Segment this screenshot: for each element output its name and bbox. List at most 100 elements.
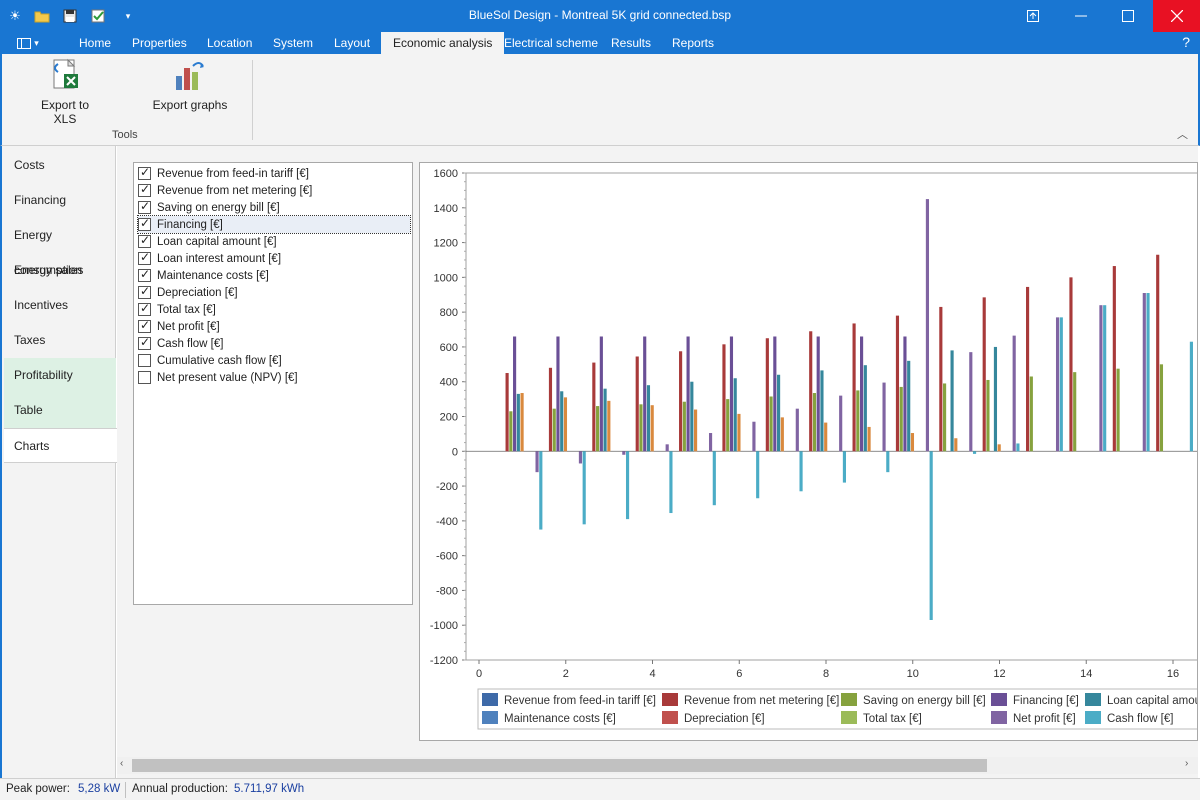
legend-label: Net profit [€] — [1013, 713, 1076, 725]
checkbox[interactable] — [138, 354, 151, 367]
tab-properties[interactable]: Properties — [132, 36, 187, 50]
series-checkbox-row[interactable]: Revenue from feed-in tariff [€] — [138, 165, 410, 182]
series-checkbox-row[interactable]: Depreciation [€] — [138, 284, 410, 301]
bar — [539, 451, 543, 530]
bar — [1055, 317, 1060, 452]
bar — [903, 336, 907, 452]
scrollbar-thumb[interactable] — [132, 759, 987, 772]
chart-legend — [477, 688, 1197, 730]
file-menu-icon[interactable]: ▾ — [8, 34, 48, 52]
collapse-ribbon-icon[interactable]: ︿ — [1177, 129, 1188, 141]
nav-item-financing[interactable]: Financing — [14, 193, 67, 207]
series-checkbox-row[interactable]: Cash flow [€] — [138, 335, 410, 352]
scroll-left-icon[interactable]: ‹ — [120, 758, 124, 769]
ribbon-display-icon[interactable] — [1010, 0, 1056, 32]
bar — [799, 451, 803, 492]
checkbox[interactable] — [138, 182, 151, 197]
series-checkbox-row[interactable]: Saving on energy bill [€] — [138, 199, 410, 216]
tab-system[interactable]: System — [273, 36, 314, 50]
bar — [1146, 293, 1150, 452]
series-checkbox-label: Loan interest amount [€] — [157, 252, 282, 265]
nav-item-energy-consumption[interactable]: Energy consumption — [14, 228, 83, 277]
bar — [1073, 372, 1077, 452]
bar — [795, 408, 799, 452]
annual-production-label: Annual production: — [132, 783, 228, 795]
export-graphs-button[interactable]: Export graphs — [150, 58, 230, 112]
save-icon[interactable] — [60, 6, 80, 26]
checkbox[interactable] — [138, 216, 151, 231]
bar — [773, 336, 777, 452]
close-icon[interactable] — [1153, 0, 1200, 32]
status-bar: Peak power: 5,28 kW Annual production: 5… — [0, 778, 1200, 800]
tab-electrical-scheme[interactable]: Electrical scheme — [504, 36, 599, 50]
series-checkbox-row[interactable]: Cumulative cash flow [€] — [138, 352, 410, 369]
series-checkbox-row[interactable]: Financing [€] — [137, 215, 411, 234]
series-checkbox-row[interactable]: Net present value (NPV) [€] — [138, 369, 410, 386]
legend-swatch — [482, 711, 498, 724]
bar — [910, 433, 915, 452]
tab-economic-analysis[interactable]: Economic analysis — [381, 32, 505, 54]
nav-item-energy-sales[interactable]: Energy sales — [14, 263, 84, 277]
nav-item-taxes[interactable]: Taxes — [14, 333, 46, 347]
sun-icon[interactable]: ☀ — [9, 8, 21, 23]
bar — [596, 406, 600, 452]
checkbox[interactable] — [138, 371, 151, 384]
series-checkbox-row[interactable]: Revenue from net metering [€] — [138, 182, 410, 199]
bar — [599, 336, 603, 452]
series-checkbox-row[interactable]: Loan capital amount [€] — [138, 233, 410, 250]
nav-item-costs[interactable]: Costs — [14, 158, 45, 172]
open-folder-icon[interactable] — [32, 6, 52, 26]
checkbox[interactable] — [138, 267, 151, 282]
bar — [737, 413, 741, 452]
checkbox[interactable] — [138, 250, 151, 265]
scroll-right-icon[interactable]: › — [1185, 758, 1189, 769]
horizontal-scrollbar[interactable]: ‹ › — [117, 757, 1198, 774]
legend-swatch — [991, 711, 1007, 724]
legend-swatch — [841, 711, 857, 724]
y-tick-label: 600 — [440, 342, 458, 354]
nav-item-charts[interactable]: Charts — [4, 428, 118, 463]
tab-results[interactable]: Results — [611, 36, 652, 50]
help-icon[interactable]: ? — [1182, 34, 1190, 50]
tab-home[interactable]: Home — [79, 36, 112, 50]
bar — [1116, 368, 1120, 452]
checkbox[interactable] — [138, 301, 151, 316]
checkbox[interactable] — [138, 165, 151, 180]
tab-layout[interactable]: Layout — [334, 36, 371, 50]
series-checklist: Revenue from feed-in tariff [€] Revenue f… — [133, 162, 413, 605]
maximize-icon[interactable] — [1105, 0, 1151, 32]
export-xls-button[interactable]: Export to XLS — [30, 58, 100, 126]
checkbox[interactable] — [138, 318, 151, 333]
bar — [1012, 335, 1016, 452]
tab-location[interactable]: Location — [207, 36, 253, 50]
nav-item-table[interactable]: Table — [4, 393, 116, 428]
series-checkbox-row[interactable]: Maintenance costs [€] — [138, 267, 410, 284]
series-checkbox-label: Maintenance costs [€] — [157, 269, 269, 282]
checkbox[interactable] — [138, 335, 151, 350]
series-checkbox-row[interactable]: Net profit [€] — [138, 318, 410, 335]
x-tick-label: 8 — [823, 668, 829, 680]
plot-area — [465, 172, 1197, 661]
minimize-icon[interactable] — [1058, 0, 1104, 32]
nav-item-profitability[interactable]: Profitability — [4, 358, 116, 393]
bar — [969, 352, 973, 452]
checkbox[interactable] — [138, 233, 151, 248]
legend-label: Total tax [€] — [863, 713, 922, 725]
bar — [1189, 341, 1193, 452]
bar — [777, 374, 781, 452]
tab-reports[interactable]: Reports — [672, 36, 715, 50]
y-tick-label: 1200 — [434, 238, 458, 250]
series-checkbox-row[interactable]: Loan interest amount [€] — [138, 250, 410, 267]
bar — [694, 409, 698, 452]
y-tick-label: -600 — [436, 551, 458, 563]
customize-icon[interactable]: ▾ — [125, 10, 131, 21]
bar — [690, 381, 694, 452]
check-icon[interactable] — [88, 6, 108, 26]
bar-chart: -1200 -1000 -800 -600 -400 -200 0 200 400 600 800 1… — [430, 168, 1197, 730]
checkbox[interactable] — [138, 284, 151, 299]
checkbox[interactable] — [138, 199, 151, 214]
nav-item-incentives[interactable]: Incentives — [14, 298, 69, 312]
legend-swatch — [662, 711, 678, 724]
bar — [812, 393, 817, 452]
series-checkbox-row[interactable]: Total tax [€] — [138, 301, 410, 318]
